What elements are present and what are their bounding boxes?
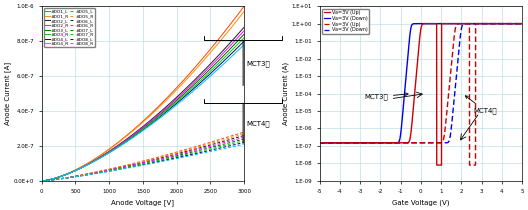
Text: MCT3차: MCT3차 xyxy=(364,93,408,100)
Text: MCT4차: MCT4차 xyxy=(465,96,497,114)
Y-axis label: Anode Current [A]: Anode Current [A] xyxy=(4,62,11,125)
Text: MCT3차: MCT3차 xyxy=(246,60,270,67)
Text: MCT4차: MCT4차 xyxy=(246,120,270,127)
X-axis label: Gate Voltage (V): Gate Voltage (V) xyxy=(392,199,450,206)
Legend: Va=3V (Up), Va=3V (Down), Va=3V (Up), Va=3V (Down): Va=3V (Up), Va=3V (Down), Va=3V (Up), Va… xyxy=(322,9,369,34)
Y-axis label: Anode Current (A): Anode Current (A) xyxy=(282,62,289,125)
Legend: #DO1_L, #DO1_R, #DO2_L, #DO2_R, #DO3_L, #DO3_R, #DO4_L, #DO4_R, #DO5_L, #DO5_R, : #DO1_L, #DO1_R, #DO2_L, #DO2_R, #DO3_L, … xyxy=(44,8,95,47)
X-axis label: Anode Voltage [V]: Anode Voltage [V] xyxy=(111,199,174,206)
